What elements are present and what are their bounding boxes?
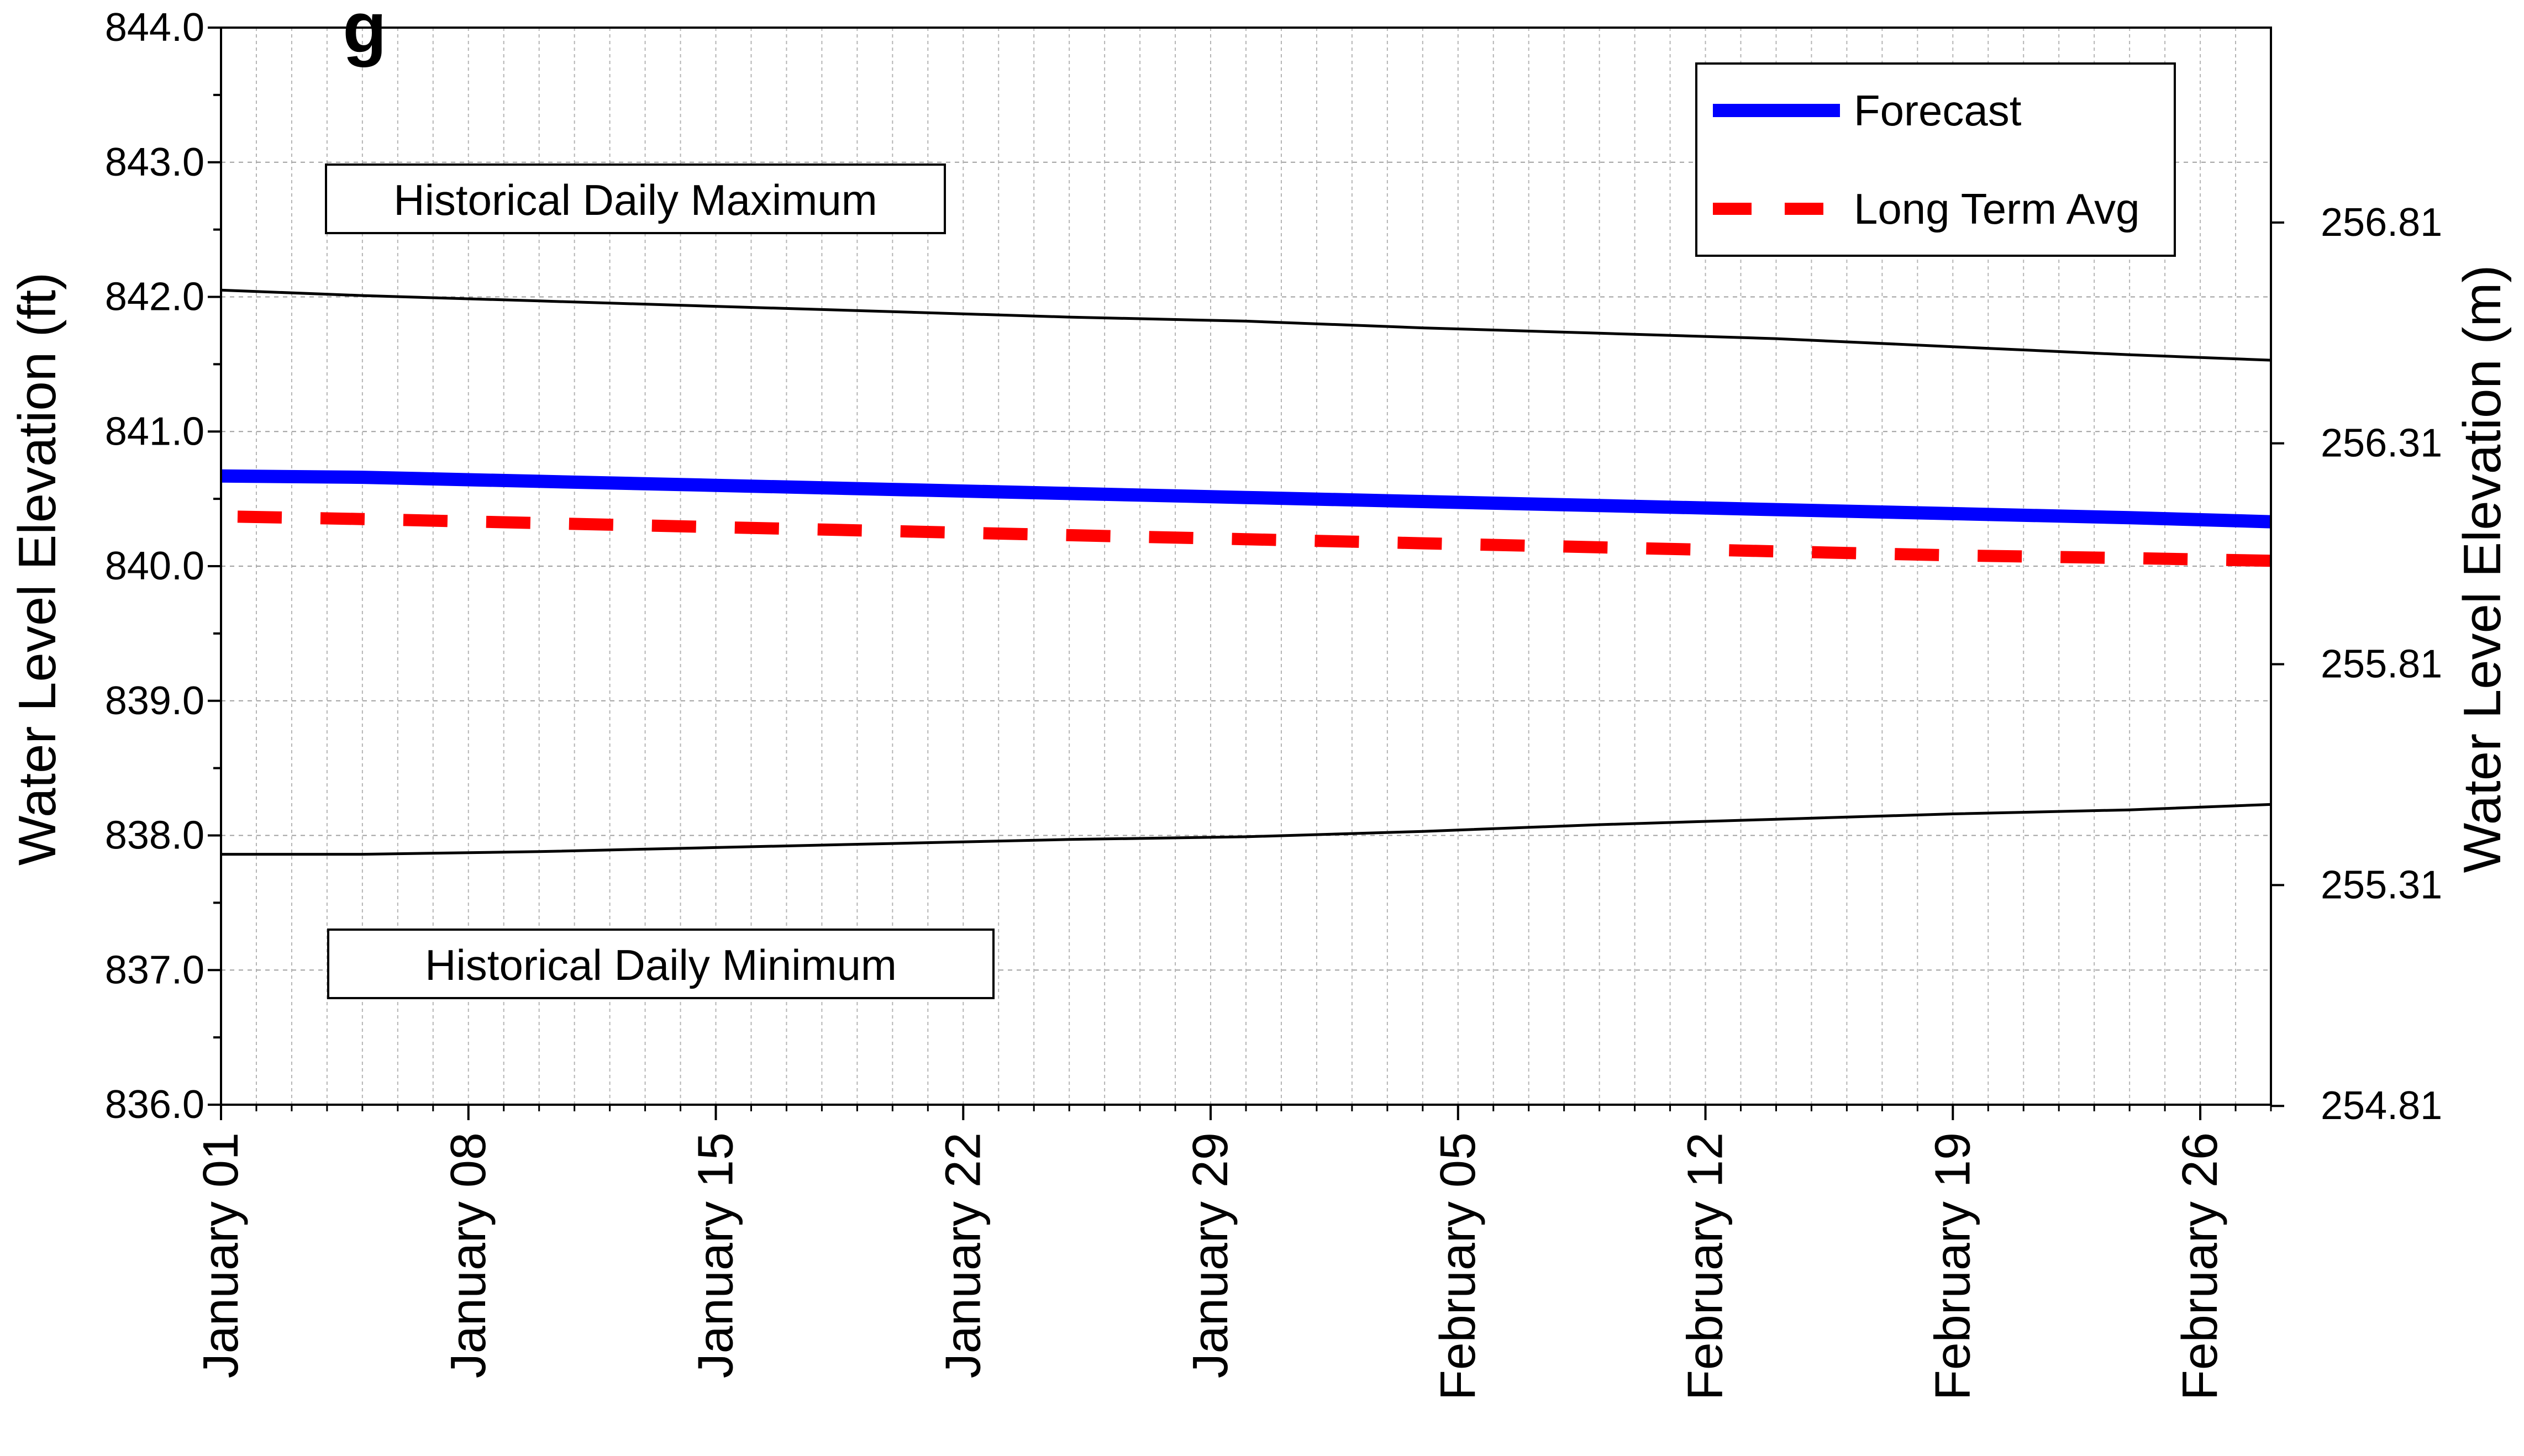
annotation-min-label: Historical Daily Minimum bbox=[425, 941, 897, 989]
legend-label-long-term-avg: Long Term Avg bbox=[1854, 184, 2139, 233]
axes-layer: 836.0 837.0 838.0 839.0 840.0 841.0 842.0 843.0… bbox=[105, 6, 2442, 1400]
chart-title: g bbox=[343, 0, 386, 67]
y2-tick-label: 255.81 bbox=[2321, 642, 2442, 687]
annotation-historical-max: Historical Daily Maximum bbox=[325, 163, 946, 234]
forecast-line bbox=[220, 469, 2271, 529]
x-tick-label: January 08 bbox=[441, 1132, 496, 1378]
y-tick-label: 836.0 bbox=[105, 1083, 204, 1127]
x-tick-label: January 15 bbox=[688, 1132, 744, 1378]
y-tick-label: 844.0 bbox=[105, 6, 204, 50]
x-tick-label: January 01 bbox=[193, 1132, 249, 1378]
y-tick-label: 842.0 bbox=[105, 275, 204, 319]
y-axis-title-left: Water Level Elevation (ft) bbox=[8, 272, 67, 866]
x-tick-label: February 19 bbox=[1925, 1132, 1980, 1400]
annotation-max-box bbox=[325, 163, 946, 234]
y-axis-title-right: Water Level Elevation (m) bbox=[2453, 265, 2512, 873]
legend: Forecast Long Term Avg bbox=[1695, 62, 2176, 257]
legend-box bbox=[1695, 62, 2176, 257]
y-tick-label: 839.0 bbox=[105, 679, 204, 723]
annotation-max-label: Historical Daily Maximum bbox=[393, 176, 877, 224]
x-tick-label: February 05 bbox=[1431, 1132, 1486, 1400]
y2-tick-label: 256.31 bbox=[2321, 421, 2442, 466]
y-tick-label: 843.0 bbox=[105, 140, 204, 184]
y2-tick-label: 255.31 bbox=[2321, 863, 2442, 907]
x-tick-label: February 26 bbox=[2173, 1132, 2228, 1400]
long-term-avg-line bbox=[220, 510, 2271, 567]
x-tick-label: January 22 bbox=[935, 1132, 991, 1378]
x-tick-label: January 29 bbox=[1183, 1132, 1238, 1378]
y2-tick-label: 254.81 bbox=[2321, 1084, 2442, 1128]
series-layer bbox=[220, 288, 2271, 856]
y-tick-label: 838.0 bbox=[105, 814, 204, 858]
y-tick-label: 841.0 bbox=[105, 409, 204, 453]
y-tick-label: 837.0 bbox=[105, 948, 204, 992]
y2-tick-label: 256.81 bbox=[2321, 201, 2442, 245]
y-tick-label: 840.0 bbox=[105, 544, 204, 588]
annotation-historical-min: Historical Daily Minimum bbox=[327, 929, 995, 999]
historical-min-line bbox=[221, 803, 2271, 856]
annotation-min-box bbox=[327, 929, 995, 999]
legend-label-forecast: Forecast bbox=[1854, 86, 2022, 135]
x-tick-label: February 12 bbox=[1678, 1132, 1733, 1400]
historical-max-line bbox=[220, 288, 2271, 362]
